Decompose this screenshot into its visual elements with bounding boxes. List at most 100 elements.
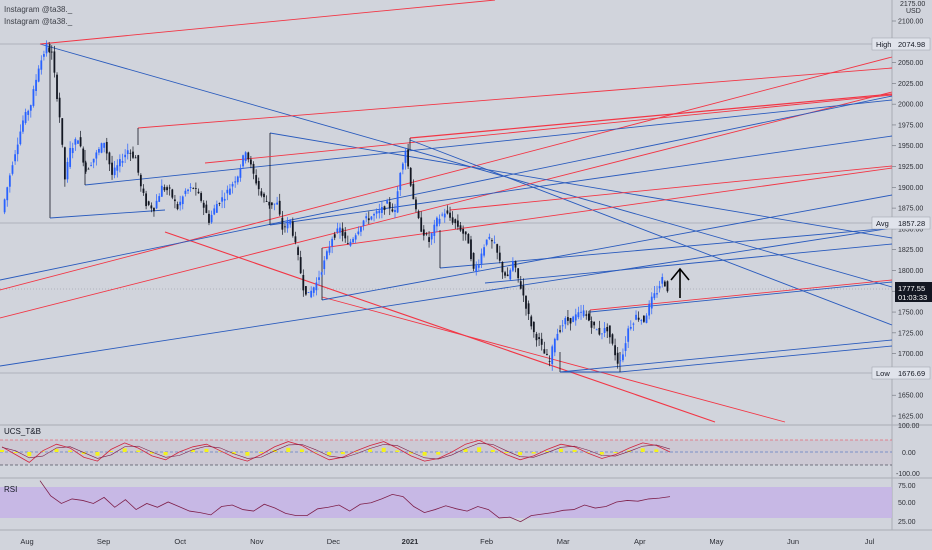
candle[interactable] [601, 333, 603, 335]
candle[interactable] [643, 315, 645, 322]
candle[interactable] [312, 287, 315, 293]
candle[interactable] [142, 188, 145, 193]
fork-median-line[interactable] [269, 132, 893, 239]
candle[interactable] [661, 277, 664, 284]
fork-parallel[interactable] [619, 345, 893, 373]
candle[interactable] [45, 43, 48, 54]
candle[interactable] [519, 281, 522, 289]
candle[interactable] [425, 233, 428, 235]
candle[interactable] [624, 343, 627, 351]
candle[interactable] [650, 296, 653, 309]
fork-parallel[interactable] [409, 93, 893, 139]
fork-parallel[interactable] [0, 56, 893, 291]
candle[interactable] [373, 214, 375, 216]
candle[interactable] [394, 209, 396, 213]
candle[interactable] [276, 202, 278, 205]
candle[interactable] [472, 252, 475, 269]
candle[interactable] [428, 237, 430, 242]
candle[interactable] [61, 118, 64, 145]
candle[interactable] [202, 202, 205, 208]
candle[interactable] [297, 247, 299, 256]
candle[interactable] [299, 257, 302, 274]
candle[interactable] [590, 320, 593, 328]
candle[interactable] [483, 247, 485, 256]
candle[interactable] [116, 165, 119, 171]
candle[interactable] [344, 232, 347, 239]
candle[interactable] [572, 316, 575, 323]
candle[interactable] [263, 193, 265, 198]
candle[interactable] [504, 272, 506, 276]
fork-parallel[interactable] [204, 94, 893, 164]
candle[interactable] [606, 326, 609, 332]
candle[interactable] [255, 175, 258, 184]
candle[interactable] [585, 314, 588, 316]
candle[interactable] [194, 188, 197, 189]
candle[interactable] [593, 321, 596, 326]
fork-upper-line[interactable] [39, 0, 496, 45]
candle[interactable] [532, 321, 535, 333]
candle[interactable] [79, 137, 82, 147]
candle[interactable] [443, 213, 446, 218]
candle[interactable] [163, 187, 166, 191]
candle[interactable] [333, 234, 336, 238]
candle[interactable] [320, 272, 323, 275]
candle[interactable] [239, 168, 242, 178]
candle[interactable] [226, 189, 229, 194]
candle[interactable] [166, 187, 168, 191]
candle[interactable] [252, 163, 255, 174]
candle[interactable] [328, 246, 331, 253]
candle[interactable] [11, 165, 14, 174]
candle[interactable] [229, 188, 231, 195]
candle[interactable] [553, 338, 556, 353]
candle[interactable] [27, 110, 30, 115]
candle[interactable] [645, 315, 648, 323]
fork-parallel[interactable] [321, 167, 893, 249]
candle[interactable] [574, 314, 577, 321]
candle[interactable] [580, 311, 582, 313]
candle[interactable] [493, 242, 496, 244]
candle[interactable] [84, 162, 87, 172]
candle[interactable] [349, 241, 352, 246]
candle[interactable] [257, 181, 260, 190]
fork-lower-line[interactable] [321, 296, 786, 423]
candle[interactable] [656, 293, 658, 295]
candle[interactable] [210, 214, 213, 223]
candle[interactable] [223, 198, 226, 201]
candle[interactable] [635, 314, 637, 320]
fork-parallel[interactable] [0, 91, 893, 319]
candle[interactable] [496, 244, 499, 253]
candle[interactable] [153, 207, 155, 212]
candle[interactable] [438, 218, 441, 224]
candle[interactable] [168, 187, 171, 189]
candle[interactable] [139, 174, 142, 187]
candle[interactable] [467, 234, 470, 244]
candle[interactable] [77, 140, 79, 144]
candles[interactable] [3, 40, 669, 371]
candle[interactable] [559, 330, 561, 332]
candle[interactable] [179, 201, 182, 206]
candle[interactable] [616, 352, 619, 364]
candle[interactable] [391, 209, 394, 212]
candle[interactable] [658, 286, 661, 289]
candle[interactable] [556, 333, 559, 341]
candle[interactable] [121, 161, 124, 163]
candle[interactable] [100, 143, 103, 153]
candle[interactable] [323, 260, 326, 270]
candle[interactable] [103, 142, 106, 148]
rsi-pane[interactable]: RSI 75.00 50.00 25.00 [0, 480, 916, 526]
candle[interactable] [111, 162, 113, 175]
candle[interactable] [150, 205, 153, 209]
candle[interactable] [362, 220, 365, 226]
candle[interactable] [53, 51, 56, 73]
candle[interactable] [284, 226, 286, 228]
candle[interactable] [145, 193, 147, 207]
candle[interactable] [184, 190, 187, 194]
candle[interactable] [514, 261, 517, 268]
candle[interactable] [383, 206, 386, 211]
candle[interactable] [388, 202, 391, 209]
fork-median-line[interactable] [409, 139, 893, 326]
candle[interactable] [346, 243, 349, 244]
candle[interactable] [155, 200, 158, 209]
candle[interactable] [174, 199, 176, 202]
